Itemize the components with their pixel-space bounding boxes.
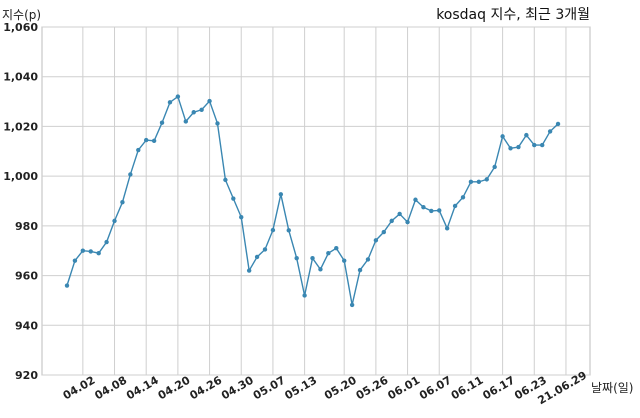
data-point (199, 107, 204, 112)
data-point (452, 203, 458, 209)
y-tick-label: 1,040 (3, 71, 38, 84)
x-tick-label: 06.07 (417, 374, 454, 403)
data-point (373, 238, 379, 243)
data-point (492, 164, 497, 170)
data-point (397, 211, 402, 217)
data-point (96, 251, 101, 256)
data-point (183, 119, 188, 124)
data-point (476, 179, 482, 185)
data-point (239, 214, 244, 220)
data-point (128, 172, 133, 177)
x-tick-label: 04.30 (219, 373, 256, 402)
data-point (444, 226, 450, 231)
data-point (555, 121, 561, 127)
y-axis-label: 지수(p) (2, 8, 42, 22)
data-point (524, 132, 529, 138)
series-line (66, 95, 559, 306)
x-tick-label: 04.02 (61, 374, 98, 403)
data-point (215, 121, 220, 126)
data-point (349, 302, 355, 308)
data-point (80, 248, 86, 253)
data-point (302, 293, 307, 298)
data-point (334, 246, 339, 251)
data-point (342, 258, 347, 263)
data-point (88, 249, 93, 254)
x-tick-label: 05.07 (251, 374, 288, 403)
data-points (64, 94, 561, 308)
data-point (207, 98, 212, 104)
data-point (167, 100, 173, 105)
y-tick-label: 1,060 (3, 21, 38, 34)
x-tick-label: 04.26 (187, 373, 224, 402)
data-point (112, 218, 117, 224)
y-tick-label: 960 (15, 270, 38, 283)
y-tick-label: 1,020 (3, 120, 38, 133)
data-point (231, 196, 236, 201)
x-tick-label: 06.11 (449, 374, 486, 403)
data-point (64, 283, 70, 288)
data-point (144, 137, 149, 143)
data-point (508, 146, 513, 151)
data-point (500, 134, 505, 139)
data-point (310, 255, 315, 261)
x-tick-label: 06.01 (385, 374, 422, 403)
data-point (460, 195, 466, 200)
chart-title: kosdaq 지수, 최근 3개월 (436, 7, 590, 23)
data-point (270, 227, 276, 233)
y-tick-label: 940 (15, 319, 38, 332)
y-tick-label: 920 (15, 369, 38, 382)
data-point (72, 258, 78, 263)
data-point (175, 94, 181, 99)
x-tick-label: 04.20 (156, 373, 193, 402)
y-axis-ticks: 920 940 960 980 1,000 1,020 1,040 1,060 (3, 21, 38, 382)
data-point (151, 138, 157, 144)
data-point (413, 197, 418, 202)
y-tick-label: 1,000 (3, 170, 38, 183)
data-point (278, 192, 284, 197)
y-tick-label: 980 (15, 220, 38, 233)
data-point (365, 257, 371, 262)
data-point (468, 179, 474, 185)
grid-lines (41, 26, 591, 376)
data-point (429, 208, 434, 214)
x-tick-label: 06.17 (481, 374, 518, 403)
data-point (223, 177, 228, 183)
data-point (286, 228, 291, 233)
x-tick-label: 05.13 (283, 374, 320, 403)
data-point (532, 142, 537, 148)
x-tick-label: 04.08 (92, 374, 129, 403)
data-point (540, 142, 545, 148)
data-point (120, 200, 125, 205)
data-point (191, 110, 196, 115)
data-point (159, 120, 165, 125)
data-point (547, 129, 553, 134)
x-tick-label: 04.14 (124, 373, 161, 402)
x-tick-label: 05.26 (354, 373, 391, 402)
data-point (136, 147, 141, 153)
data-point (326, 251, 331, 256)
data-point (104, 239, 109, 245)
data-point (437, 208, 442, 213)
data-point (246, 268, 252, 273)
data-point (389, 218, 394, 224)
data-point (516, 144, 521, 150)
x-tick-label: 05.20 (322, 373, 359, 402)
data-point (357, 267, 363, 273)
data-point (421, 205, 426, 210)
data-point (484, 177, 489, 182)
data-point (262, 247, 268, 252)
data-point (318, 267, 323, 272)
x-axis-label: 날짜(일) (591, 381, 634, 395)
data-point (254, 254, 260, 260)
data-point (381, 229, 386, 235)
data-point (294, 255, 299, 261)
data-point (405, 219, 410, 225)
